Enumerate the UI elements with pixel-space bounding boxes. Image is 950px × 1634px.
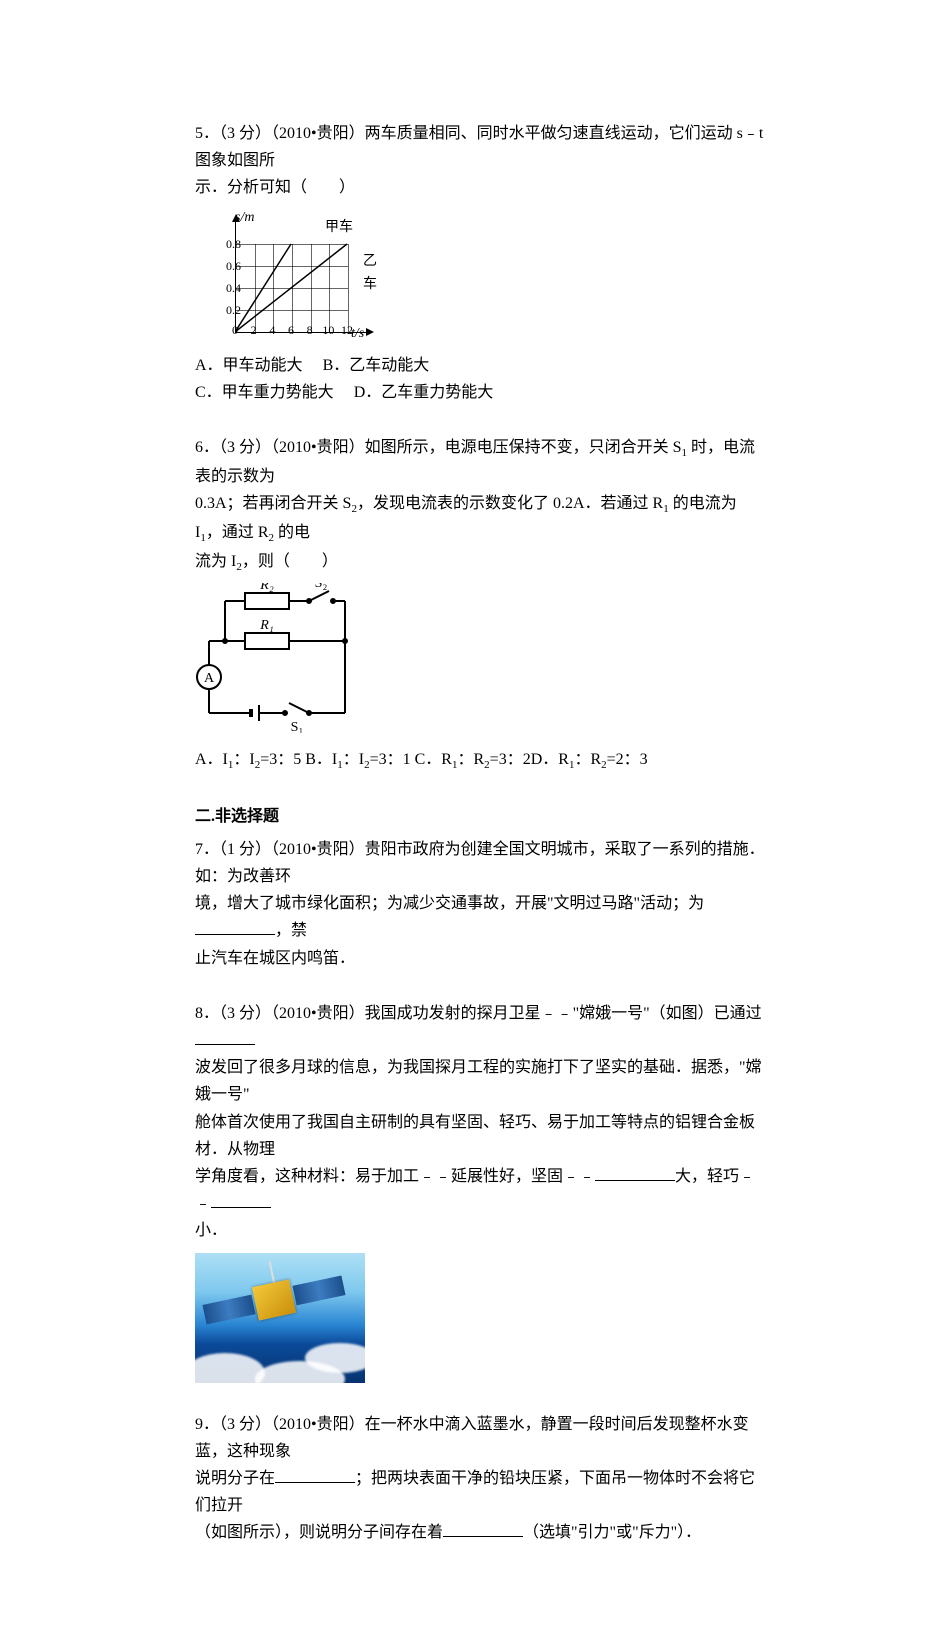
svg-text:S₂: S₂ xyxy=(315,583,328,591)
question-8: 8．（3 分）（2010•贵阳）我国成功发射的探月卫星﹣﹣"嫦娥一号"（如图）已… xyxy=(195,1000,765,1383)
q6-line3: 流为 I2，则（ ） xyxy=(195,548,765,577)
q6-line2: 0.3A；若再闭合开关 S2，发现电流表的示数变化了 0.2A．若通过 R1 的… xyxy=(195,490,765,548)
question-9: 9．（3 分）（2010•贵阳）在一杯水中滴入蓝墨水，静置一段时间后发现整杯水变… xyxy=(195,1411,765,1547)
q5-option-c: C．甲车重力势能大 xyxy=(195,384,334,401)
ammeter-label: A xyxy=(204,671,215,686)
q7-blank-1 xyxy=(195,920,275,935)
q5-option-b: B．乙车动能大 xyxy=(323,357,430,374)
q8-blank-3 xyxy=(211,1193,271,1208)
q9-line3: （如图所示），则说明分子间存在着（选填"引力"或"斥力"）． xyxy=(195,1519,765,1546)
q5-chart: s/m t/s 甲车 乙车 0 24681012 0.20.40.60.8 xyxy=(195,208,375,348)
q7-line1: 7．（1 分）（2010•贵阳）贵阳市政府为创建全国文明城市，采取了一系列的措施… xyxy=(195,836,765,890)
q6-line1: 6．（3 分）（2010•贵阳）如图所示，电源电压保持不变，只闭合开关 S1 时… xyxy=(195,434,765,490)
question-5: 5．（3 分）（2010•贵阳）两车质量相同、同时水平做匀速直线运动，它们运动 … xyxy=(195,120,765,406)
q8-line1: 8．（3 分）（2010•贵阳）我国成功发射的探月卫星﹣﹣"嫦娥一号"（如图）已… xyxy=(195,1000,765,1054)
q8-blank-1 xyxy=(195,1030,255,1045)
q5-options-row2: C．甲车重力势能大 D．乙车重力势能大 xyxy=(195,379,765,406)
question-7: 7．（1 分）（2010•贵阳）贵阳市政府为创建全国文明城市，采取了一系列的措施… xyxy=(195,836,765,972)
section-2-heading: 二.非选择题 xyxy=(195,803,765,830)
q7-line3: 止汽车在城区内鸣笛． xyxy=(195,945,765,972)
svg-text:R₂: R₂ xyxy=(259,583,274,593)
question-6: 6．（3 分）（2010•贵阳）如图所示，电源电压保持不变，只闭合开关 S1 时… xyxy=(195,434,765,775)
q5-option-a: A．甲车动能大 xyxy=(195,357,303,374)
q9-blank-2 xyxy=(443,1522,523,1537)
svg-text:R₁: R₁ xyxy=(259,618,273,633)
chart-series-layer: 甲车 乙车 xyxy=(235,222,365,332)
q7-line2: 境，增大了城市绿化面积；为减少交通事故，开展"文明过马路"活动；为，禁 xyxy=(195,890,765,944)
q5-options-row1: A．甲车动能大 B．乙车动能大 xyxy=(195,352,765,379)
q8-satellite-image xyxy=(195,1253,365,1383)
q6-options: A．I1：I2=3：5 B．I1：I2=3：1 C．R1：R2=3：2D．R1：… xyxy=(195,746,765,775)
q8-line5: 小． xyxy=(195,1217,765,1244)
q6-circuit-diagram: A R₁ R₂ S₂ xyxy=(195,583,375,742)
q5-option-d: D．乙车重力势能大 xyxy=(354,384,494,401)
series-label-a: 甲车 xyxy=(325,216,353,240)
q9-line2: 说明分子在；把两块表面干净的铅块压紧，下面吊一物体时不会将它们拉开 xyxy=(195,1465,765,1519)
series-label-b: 乙车 xyxy=(363,250,377,298)
q8-line3: 舱体首次使用了我国自主研制的具有坚固、轻巧、易于加工等特点的铝锂合金板材．从物理 xyxy=(195,1109,765,1163)
q8-line4: 学角度看，这种材料：易于加工﹣﹣延展性好，坚固﹣﹣大，轻巧﹣﹣ xyxy=(195,1163,765,1217)
svg-text:S₁: S₁ xyxy=(291,720,304,733)
q9-line1: 9．（3 分）（2010•贵阳）在一杯水中滴入蓝墨水，静置一段时间后发现整杯水变… xyxy=(195,1411,765,1465)
chart-origin: 0 xyxy=(232,320,238,340)
q9-blank-1 xyxy=(275,1467,355,1482)
q5-stem-line2: 示．分析可知（ ） xyxy=(195,174,765,201)
q8-blank-2 xyxy=(595,1166,675,1181)
q5-stem-line1: 5．（3 分）（2010•贵阳）两车质量相同、同时水平做匀速直线运动，它们运动 … xyxy=(195,120,765,174)
q8-line2: 波发回了很多月球的信息，为我国探月工程的实施打下了坚实的基础．据悉，"嫦娥一号" xyxy=(195,1054,765,1108)
